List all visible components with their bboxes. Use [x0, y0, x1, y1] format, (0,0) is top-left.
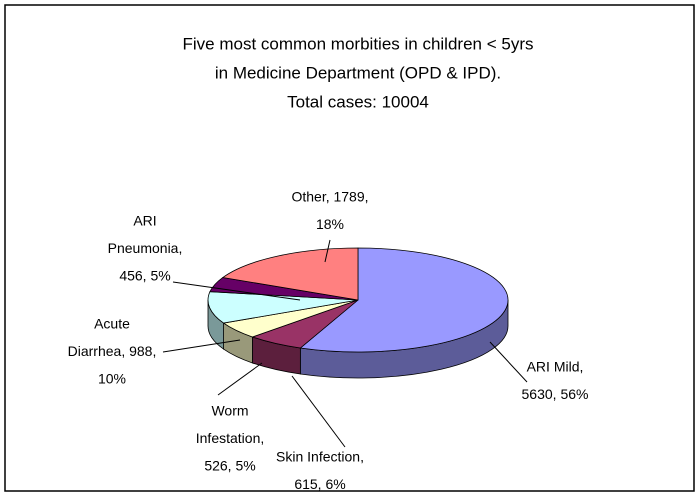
leader-line [162, 339, 241, 353]
data-label: Skin Infection, [276, 449, 364, 465]
data-label: ARI Mild, [527, 359, 584, 375]
data-label: 10% [98, 371, 126, 387]
chart-title: Five most common morbities in children <… [183, 34, 534, 53]
data-label: Worm [211, 403, 248, 419]
leader-line [291, 375, 346, 448]
data-label: 526, 5% [204, 458, 255, 474]
leader-line [217, 362, 263, 396]
data-label: 615, 6% [294, 476, 345, 492]
data-label: Acute [94, 316, 130, 332]
data-label: 456, 5% [119, 268, 170, 284]
pie-slice [299, 247, 509, 353]
data-label: 5630, 56% [522, 386, 589, 402]
chart-title: Total cases: 10004 [287, 92, 429, 111]
data-label: ARI [133, 213, 156, 229]
data-label: 18% [316, 216, 344, 232]
leader-line [324, 239, 331, 263]
pie-slice [221, 247, 359, 301]
chart-title: in Medicine Department (OPD & IPD). [215, 63, 501, 82]
data-label: Infestation, [196, 430, 265, 446]
data-label: Other, 1789, [291, 189, 368, 205]
data-label: Diarrhea, 988, [68, 343, 157, 359]
pie-slice [207, 291, 359, 324]
leader-line [489, 341, 528, 383]
leader-line [172, 281, 301, 301]
data-label: Pneumonia, [108, 240, 183, 256]
